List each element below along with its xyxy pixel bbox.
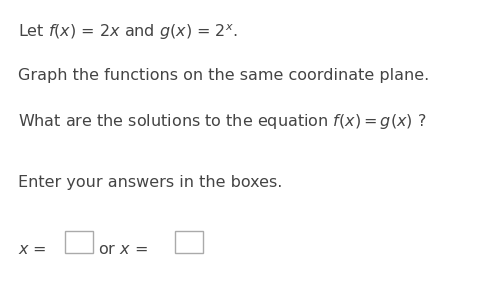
Text: $x$ =: $x$ =: [18, 242, 48, 257]
Bar: [65, 231, 93, 253]
Bar: [175, 231, 203, 253]
Text: Graph the functions on the same coordinate plane.: Graph the functions on the same coordina…: [18, 68, 429, 83]
Text: Let $f(x)$ = 2$x$ and $g(x)$ = $2^x$.: Let $f(x)$ = 2$x$ and $g(x)$ = $2^x$.: [18, 22, 238, 41]
Text: What are the solutions to the equation $f(x) = g(x)$ ?: What are the solutions to the equation $…: [18, 112, 426, 131]
Text: or $x$ =: or $x$ =: [98, 242, 150, 257]
Text: Enter your answers in the boxes.: Enter your answers in the boxes.: [18, 175, 282, 190]
